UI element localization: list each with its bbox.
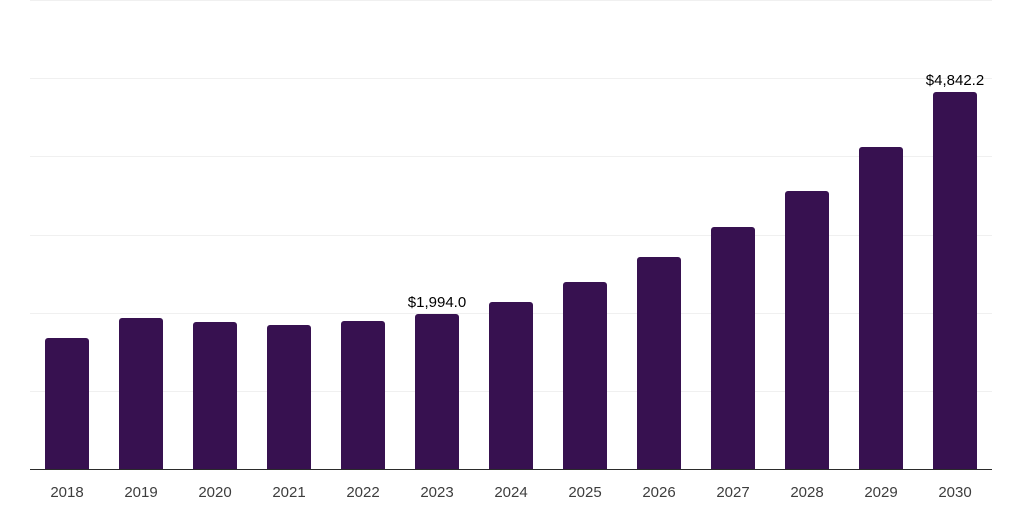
bar-2022 (341, 321, 385, 470)
gridline (30, 78, 992, 80)
bar-cell-2029 (844, 1, 918, 470)
value-label-2030: $4,842.2 (925, 71, 985, 89)
x-tick-label-2023: 2023 (420, 484, 454, 501)
bar-2021 (267, 325, 311, 470)
bars-row: $1,994.0 $4,842.2 (30, 1, 992, 470)
x-tick-label-2022: 2022 (346, 484, 380, 501)
bar-cell-2019 (104, 1, 178, 470)
x-axis-ticks: 2018 2019 2020 2021 2022 2023 2024 2025 2026 2027… (30, 484, 992, 502)
bar-2030: $4,842.2 (926, 73, 984, 470)
bar-2026 (637, 257, 681, 470)
bar-cell-2030: $4,842.2 (918, 1, 992, 470)
bar-cell-2025 (548, 1, 622, 470)
bar-cell-2026 (622, 1, 696, 470)
x-tick-label-2029: 2029 (864, 484, 898, 501)
x-tick-label-2018: 2018 (50, 484, 84, 501)
x-tick-label-2020: 2020 (198, 484, 232, 501)
bar-2025 (563, 282, 607, 470)
bar-cell-2027 (696, 1, 770, 470)
bar-cell-2018 (30, 1, 104, 470)
bar-cell-2022 (326, 1, 400, 470)
x-tick-label-2027: 2027 (716, 484, 750, 501)
x-tick-label-2019: 2019 (124, 484, 158, 501)
plot-area: $1,994.0 $4,842.2 (30, 0, 992, 470)
bar-2020 (193, 321, 237, 470)
bar-cell-2028 (770, 1, 844, 470)
bar-2024 (489, 301, 533, 470)
bar-cell-2020 (178, 1, 252, 470)
bar-2027 (711, 226, 755, 470)
gridline (30, 156, 992, 158)
gridline (30, 234, 992, 236)
value-label-2023: $1,994.0 (407, 294, 467, 312)
bar-2019 (119, 317, 163, 470)
x-tick-label-2028: 2028 (790, 484, 824, 501)
bar-cell-2023: $1,994.0 (400, 1, 474, 470)
gridline (30, 0, 992, 1)
x-tick-label-2021: 2021 (272, 484, 306, 501)
x-tick-label-2024: 2024 (494, 484, 528, 501)
bar-2018 (45, 337, 89, 470)
bar-2029 (859, 147, 903, 470)
bar-cell-2024 (474, 1, 548, 470)
x-axis-line (30, 469, 992, 470)
bar-cell-2021 (252, 1, 326, 470)
bar-2028 (785, 190, 829, 470)
x-tick-label-2030: 2030 (938, 484, 972, 501)
x-tick-label-2026: 2026 (642, 484, 676, 501)
x-tick-label-2025: 2025 (568, 484, 602, 501)
bar-2023: $1,994.0 (408, 295, 466, 470)
